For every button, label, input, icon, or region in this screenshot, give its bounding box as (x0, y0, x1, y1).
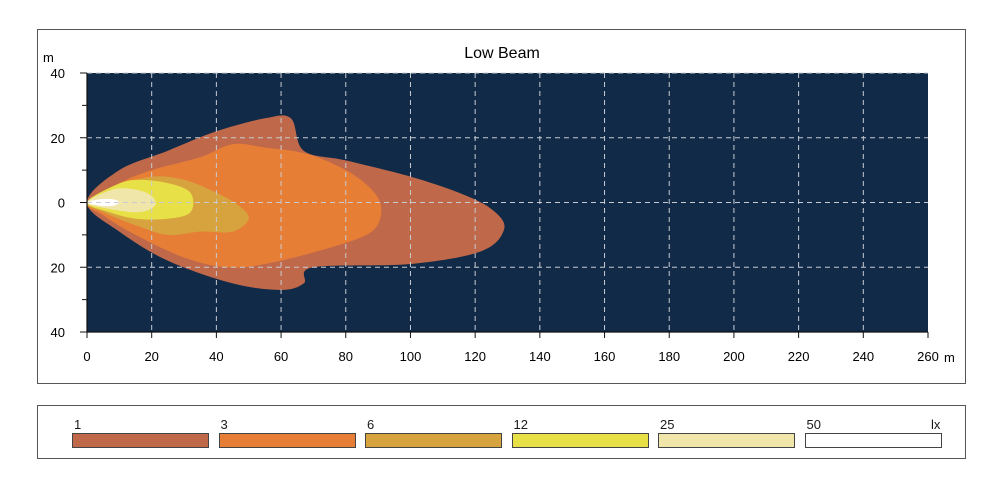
legend-item-6-lx: 6 (365, 418, 502, 448)
x-tick-label: 80 (339, 349, 353, 364)
contour-25-lx (86, 188, 156, 213)
x-tick-label: 200 (723, 349, 745, 364)
x-tick-label: 140 (529, 349, 551, 364)
legend-item-50-lx: 50 (804, 417, 942, 448)
contour-50-lx (87, 198, 120, 207)
x-tick-label: 0 (83, 349, 90, 364)
chart-frame (37, 29, 966, 384)
legend: 1 3 6 12 25 50 lx (37, 405, 966, 459)
y-tick-label: 40 (51, 325, 65, 340)
y-tick-label: 0 (58, 196, 65, 211)
legend-item-3-lx: 3 (218, 417, 356, 448)
legend-swatch (511, 433, 649, 448)
legend-label: 3 (220, 417, 228, 432)
x-tick-label: 60 (274, 349, 288, 364)
x-tick-label: 20 (144, 349, 158, 364)
x-tick-label: 180 (658, 349, 680, 364)
legend-swatch (218, 433, 356, 448)
x-tick-label: 220 (788, 349, 810, 364)
y-tick-label: 40 (51, 66, 65, 81)
x-tick-label: 260 (917, 349, 939, 364)
axes: 0 20 40 60 80 100 120 140 160 180 200 220 240 2604020… (51, 66, 939, 364)
legend-swatch (658, 433, 795, 448)
y-tick-label: 20 (51, 131, 65, 146)
legend-item-12-lx: 12 (511, 417, 649, 448)
x-tick-label: 100 (400, 349, 422, 364)
x-tick-label: 160 (594, 349, 616, 364)
x-unit-label: m (944, 350, 955, 365)
legend-swatch (365, 433, 502, 448)
legend-item-1-lx: 1 (72, 418, 209, 448)
legend-swatch (804, 433, 942, 448)
legend-unit: lx (931, 417, 941, 432)
y-unit-label: m (43, 50, 54, 65)
legend-label: 50 (806, 417, 821, 432)
legend-label: 12 (513, 417, 528, 432)
legend-label: 1 (74, 417, 82, 432)
chart-title: Low Beam (464, 45, 540, 62)
x-tick-label: 40 (209, 349, 223, 364)
x-tick-label: 240 (852, 349, 874, 364)
grid-lines (87, 72, 928, 333)
legend-item-25-lx: 25 (658, 418, 795, 448)
legend-label: 6 (367, 417, 375, 432)
x-tick-label: 120 (464, 349, 486, 364)
legend-label: 25 (660, 417, 675, 432)
legend-swatch (72, 433, 209, 448)
y-tick-label: 20 (51, 260, 65, 275)
chart: Low Beam m m 0 20 40 60 80 100 120 140 160 180 200… (43, 45, 955, 365)
